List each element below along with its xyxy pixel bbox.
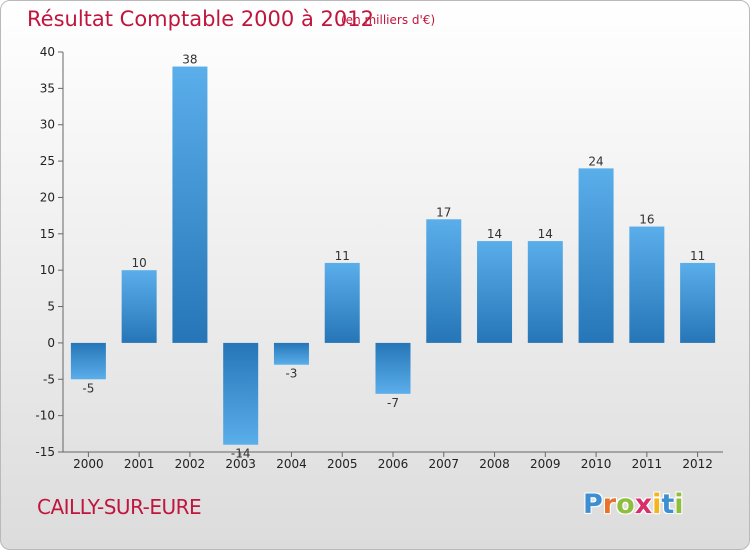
y-tick-label: 20 xyxy=(40,190,55,204)
data-label: 17 xyxy=(436,205,451,219)
y-tick-label: 0 xyxy=(47,336,55,350)
y-tick-label: 40 xyxy=(40,45,55,59)
bar xyxy=(172,66,208,343)
y-tick-label: 25 xyxy=(40,154,55,168)
x-tick-label: 2000 xyxy=(73,457,104,471)
y-tick-label: 10 xyxy=(40,263,55,277)
bar xyxy=(70,342,106,380)
data-label: -5 xyxy=(82,381,94,395)
logo-letter: t xyxy=(661,489,675,520)
logo-letter: x xyxy=(634,489,653,520)
x-tick-label: 2002 xyxy=(175,457,206,471)
x-tick-label: 2011 xyxy=(632,457,663,471)
bar xyxy=(121,270,157,343)
y-tick-label: -15 xyxy=(35,445,55,459)
proxiti-logo: Proxiti xyxy=(583,489,684,520)
x-tick-label: 2009 xyxy=(530,457,561,471)
bar xyxy=(273,342,309,365)
logo-letter: i xyxy=(652,489,662,520)
bar xyxy=(629,226,665,343)
place-name: CAILLY-SUR-EURE xyxy=(37,495,202,519)
data-label: 14 xyxy=(538,227,553,241)
bar xyxy=(426,219,462,343)
data-label: 24 xyxy=(588,154,603,168)
x-tick-label: 2008 xyxy=(479,457,510,471)
data-label: 14 xyxy=(487,227,502,241)
y-tick-label: -5 xyxy=(43,372,55,386)
bar xyxy=(375,342,411,394)
x-tick-label: 2007 xyxy=(428,457,459,471)
data-label: 11 xyxy=(690,249,705,263)
bar xyxy=(324,262,360,343)
data-label: -7 xyxy=(387,396,399,410)
x-tick-label: 2010 xyxy=(581,457,612,471)
data-label: 38 xyxy=(182,53,197,67)
logo-letter: P xyxy=(583,489,603,520)
y-tick-label: 35 xyxy=(40,81,55,95)
x-tick-label: 2001 xyxy=(124,457,155,471)
y-tick-label: 15 xyxy=(40,227,55,241)
bar xyxy=(477,241,513,343)
y-tick-label: 30 xyxy=(40,118,55,132)
bar xyxy=(578,168,614,343)
bar xyxy=(680,262,716,343)
logo-letter: r xyxy=(602,489,617,520)
y-tick-label: -10 xyxy=(35,409,55,423)
x-tick-label: 2006 xyxy=(378,457,409,471)
data-label: -3 xyxy=(285,367,297,381)
x-tick-label: 2003 xyxy=(225,457,256,471)
logo-letter: i xyxy=(674,489,684,520)
x-tick-label: 2005 xyxy=(327,457,358,471)
y-tick-label: 5 xyxy=(47,300,55,314)
x-tick-label: 2004 xyxy=(276,457,307,471)
chart-title: Résultat Comptable 2000 à 2012 xyxy=(27,7,374,31)
bar xyxy=(223,342,259,445)
data-label: 11 xyxy=(335,249,350,263)
data-label: 10 xyxy=(132,256,147,270)
data-label: 16 xyxy=(639,213,654,227)
chart-subtitle: (en milliers d'€) xyxy=(341,13,436,27)
bar xyxy=(527,241,563,343)
x-tick-label: 2012 xyxy=(682,457,713,471)
logo-letter: o xyxy=(616,489,635,520)
